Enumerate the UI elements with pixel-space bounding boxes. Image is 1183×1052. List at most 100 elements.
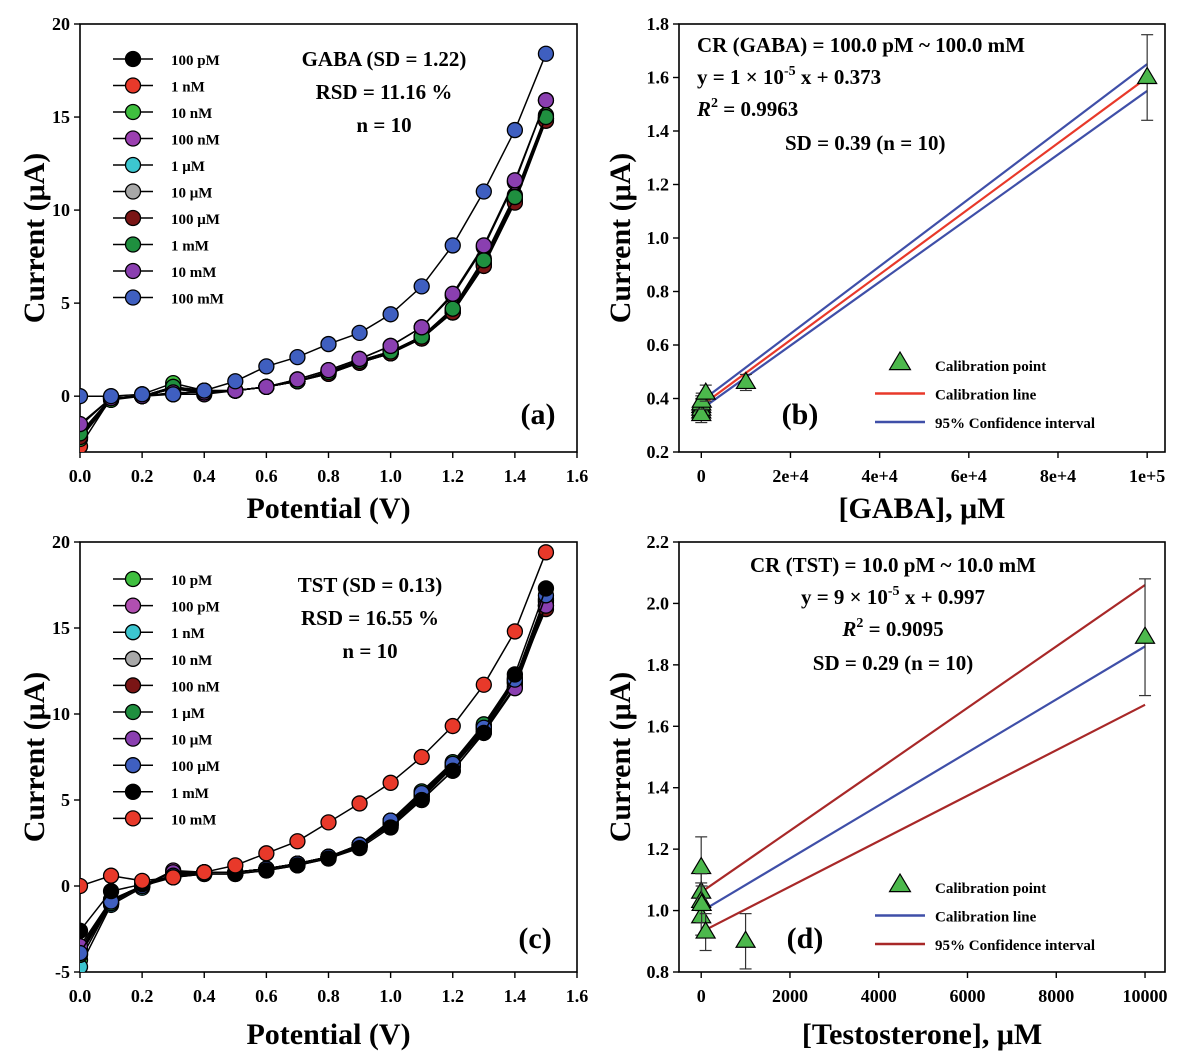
annotation: GABA (SD = 1.22) [302,47,467,71]
calibration-line [700,645,1146,913]
y-tick-label: 0.6 [647,335,670,355]
data-point [413,319,430,336]
y-tick-label: 0.8 [647,962,670,982]
data-point [227,373,244,390]
data-point [320,850,337,867]
point-marker [695,920,717,939]
legend-label: 10 μM [171,186,212,202]
x-tick-label: 0.0 [69,466,92,486]
x-tick-label: 0.8 [317,466,340,486]
r2-exp: 2 [711,96,718,111]
legend-marker [124,103,142,121]
data-point [351,324,368,342]
data-point [382,337,399,355]
y-tick-label: 0 [61,386,70,406]
legend-marker [124,209,142,227]
data-point [382,819,399,836]
data-point [102,867,120,884]
legend-marker [124,289,142,306]
y-tick-label: 1.0 [647,901,670,921]
calibration-line [700,76,1148,407]
legend-label: 1 μM [171,159,205,175]
x-tick-label: 1.2 [442,466,465,486]
legend-label: 1 μM [171,706,205,722]
data-point [351,840,368,857]
legend-marker [124,757,142,774]
series-4 [80,600,555,962]
legend-label: Calibration point [935,881,1046,897]
y-tick-label: 1.8 [647,655,670,675]
legend-marker [124,783,142,800]
data-point [506,666,524,683]
x-tick-label: 1e+5 [1129,466,1165,486]
annotation-equation: y = 1 × 10-5 x + 0.373 [697,64,881,89]
confidence-line [700,89,1148,411]
data-point [133,872,151,889]
x-tick-label: 8000 [1038,986,1074,1006]
data-point [444,285,461,302]
data-point [475,676,492,693]
x-tick-label: 6000 [949,986,985,1006]
legend-label: Calibration line [935,388,1037,404]
annotation-sd: SD = 0.29 (n = 10) [813,651,973,675]
point-marker [1134,626,1156,644]
legend-label: 10 nM [171,653,212,669]
x-tick-label: 4000 [861,986,897,1006]
eq-rest: x + 0.997 [900,585,985,609]
point-marker [1136,66,1158,85]
y-tick-label: 2.0 [647,593,670,613]
y-tick-label: 15 [52,618,70,638]
data-point [382,774,399,791]
y-tick-label: 5 [61,293,70,313]
data-point [351,350,368,368]
legend-label: 95% Confidence interval [935,416,1095,432]
y-axis-label: Current (μA) [18,672,51,843]
legend-label: 100 mM [171,292,224,308]
plot-frame [678,541,1166,973]
series-6 [80,597,555,955]
data-point [196,382,213,399]
y-tick-label: 1.2 [647,175,670,195]
data-point [475,252,492,269]
eq-main: y = 1 × 10 [697,65,784,89]
y-axis-label: Current (μA) [604,153,637,324]
legend-marker [888,350,912,371]
legend-label: 10 μM [171,733,212,749]
x-axis-label: Potential (V) [246,1018,410,1051]
series-line [80,601,547,956]
y-axis-label: Current (μA) [604,672,637,843]
legend-marker [124,570,142,588]
x-tick-label: 1.0 [379,986,402,1006]
data-point [537,45,555,62]
y-tick-label: -5 [55,962,70,982]
data-point [80,922,89,939]
data-point [320,361,337,379]
legend-marker [888,872,912,893]
legend-label: 10 nM [171,106,212,122]
x-tick-label: 2e+4 [772,466,808,486]
annotation-block: CR (TST) = 10.0 pM ~ 10.0 mM y = 9 × 10-5… [750,553,1036,675]
legend-label: Calibration line [935,910,1037,926]
panel-label: (a) [521,398,556,431]
legend-label: 1 mM [171,239,209,255]
y-tick-label: 10 [52,704,70,724]
data-point [165,386,182,403]
x-tick-label: 0.2 [131,466,154,486]
point-marker [735,371,757,390]
x-tick-label: 1.0 [379,466,402,486]
series-line [80,600,547,950]
r2-val: = 0.9963 [718,97,798,121]
legend-label: 100 nM [171,133,220,149]
legend-label: Calibration point [935,359,1046,375]
legend: Calibration point Calibration line 95% Con… [875,872,1095,954]
data-point [320,814,337,831]
annotation-range: CR (TST) = 10.0 pM ~ 10.0 mM [750,553,1036,577]
annotation: TST (SD = 0.13) [298,573,443,597]
y-tick-label: 1.0 [647,228,670,248]
legend-label: 10 pM [171,573,212,589]
panel-b: 0 2e+4 4e+4 6e+4 8e+4 1e+5 0.2 0.4 0.6 0.8 1.0 1.2 1… [604,14,1166,525]
x-tick-label: 10000 [1123,986,1168,1006]
data-point [258,378,275,396]
y-tick-label: 1.6 [647,68,670,88]
x-tick-label: 0 [697,466,706,486]
